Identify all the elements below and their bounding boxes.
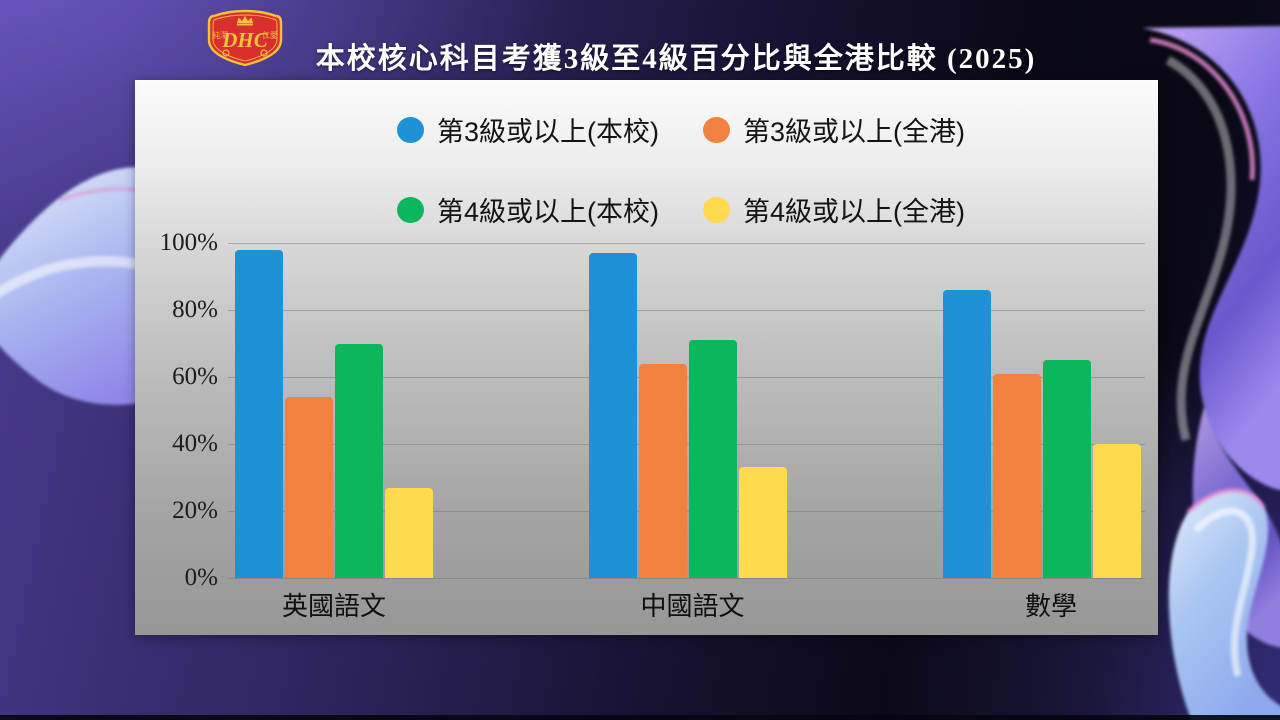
legend-color-dot-icon	[397, 116, 424, 143]
legend-color-dot-icon	[397, 196, 424, 223]
bars-row	[230, 243, 1145, 578]
gridline	[228, 310, 1145, 311]
bar-第4級或以上(本校)-數學	[1043, 360, 1091, 578]
y-axis-tick-label: 100%	[159, 229, 218, 256]
ribbon-bottom-right-icon	[1168, 488, 1280, 720]
legend-label: 第4級或以上(全港)	[743, 197, 965, 227]
x-axis: 英國語文 中國語文 數學	[230, 586, 1154, 623]
legend-color-dot-icon	[703, 196, 730, 223]
bar-第4級或以上(全港)-英國語文	[385, 487, 433, 578]
bar-第4級或以上(全港)-中國語文	[739, 467, 787, 578]
bar-group	[235, 243, 433, 578]
crest-left-motto: 純潔	[212, 30, 228, 40]
crest-rosette-left-icon	[222, 49, 230, 57]
x-axis-category-label: 英國語文	[281, 591, 386, 621]
bottom-edge-strip	[0, 715, 1280, 720]
y-axis-tick-label: 40%	[172, 430, 218, 457]
y-axis: 100% 80% 60% 40% 20% 0%	[135, 229, 218, 591]
y-axis-tick-label: 80%	[172, 296, 218, 323]
crest-rosette-right-icon	[260, 49, 268, 57]
gridline	[228, 578, 1145, 579]
bar-group	[943, 243, 1141, 578]
bar-第4級或以上(本校)-英國語文	[335, 343, 383, 578]
y-axis-tick-label: 60%	[172, 363, 218, 390]
bar-第4級或以上(全港)-數學	[1093, 444, 1141, 578]
x-axis-category-label: 中國語文	[640, 591, 745, 621]
crest-crown-icon	[237, 16, 253, 26]
bar-第3級或以上(本校)-英國語文	[235, 249, 283, 578]
legend-label: 第4級或以上(本校)	[437, 197, 659, 227]
legend-item: 第4級或以上(全港)	[703, 190, 965, 229]
legend-label: 第3級或以上(全港)	[743, 117, 965, 147]
y-axis-tick-label: 0%	[184, 564, 218, 591]
bar-第4級或以上(本校)-中國語文	[689, 340, 737, 578]
bar-group	[589, 243, 787, 578]
page-title: 本校核心科目考獲3級至4級百分比與全港比較 (2025)	[315, 43, 1037, 76]
bar-第3級或以上(本校)-數學	[943, 289, 991, 578]
bar-第3級或以上(全港)-英國語文	[285, 397, 333, 578]
legend-item: 第3級或以上(本校)	[397, 110, 703, 149]
crest-letters: DHC	[221, 28, 269, 52]
bar-第3級或以上(本校)-中國語文	[589, 253, 637, 578]
bar-第3級或以上(全港)-數學	[993, 373, 1041, 578]
gridline	[228, 243, 1145, 244]
legend-color-dot-icon	[703, 116, 730, 143]
bar-第3級或以上(全港)-中國語文	[639, 363, 687, 578]
y-axis-tick-label: 20%	[172, 497, 218, 524]
plot-area	[228, 243, 1145, 579]
school-crest-logo: DHC 純潔 仁愛	[207, 9, 283, 67]
legend-item: 第3級或以上(全港)	[703, 110, 965, 149]
crest-shield-icon	[207, 9, 283, 67]
crest-right-motto: 仁愛	[262, 30, 278, 40]
x-axis-category-label: 數學	[1024, 591, 1077, 621]
chart-legend: 第3級或以上(本校) 第3級或以上(全港) 第4級或以上(本校) 第4級或以上(全港)	[397, 110, 965, 229]
legend-label: 第3級或以上(本校)	[437, 117, 659, 147]
chart-panel: 第3級或以上(本校) 第3級或以上(全港) 第4級或以上(本校) 第4級或以上(全港)…	[135, 80, 1158, 635]
legend-item: 第4級或以上(本校)	[397, 190, 703, 229]
